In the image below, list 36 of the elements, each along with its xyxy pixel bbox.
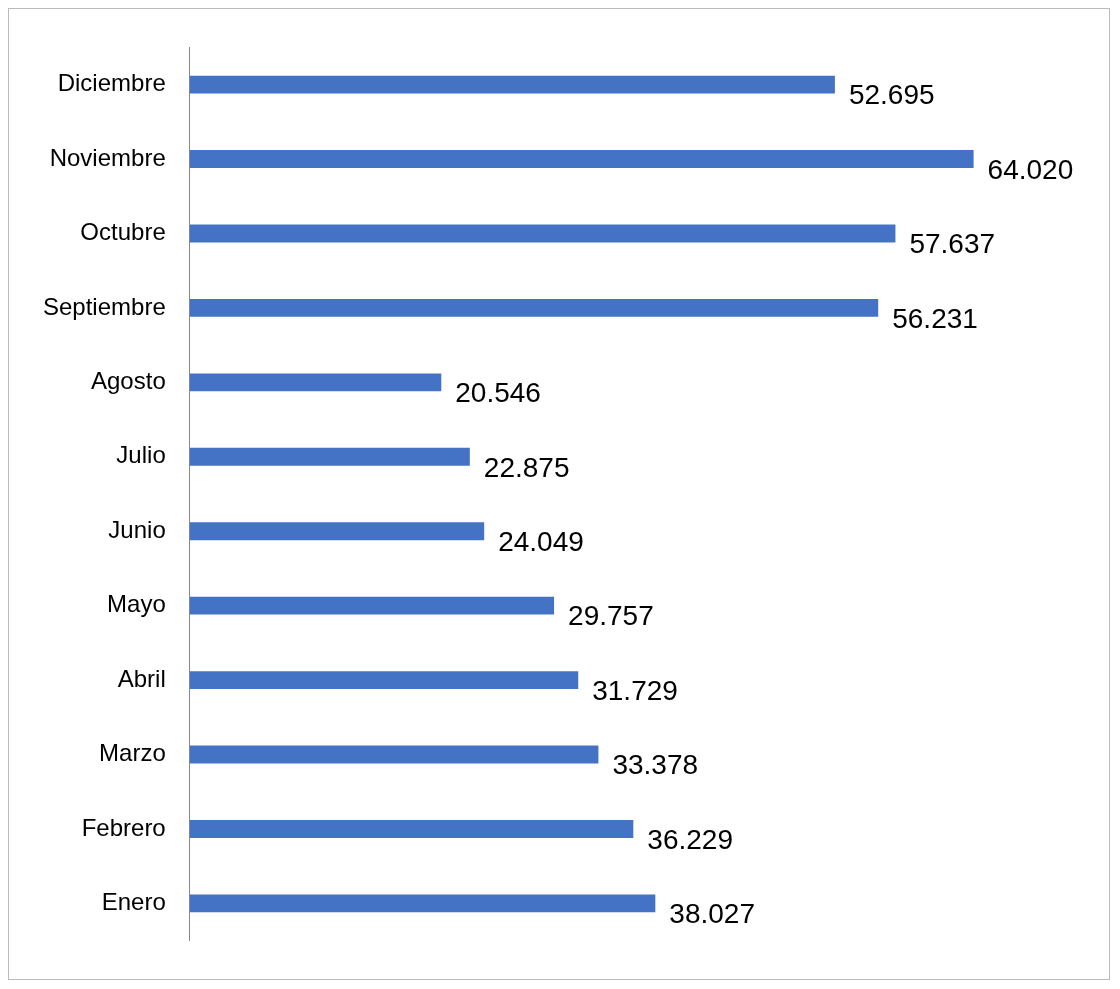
bar	[189, 820, 634, 838]
y-tick-label: Septiembre	[43, 292, 166, 320]
data-label: 22.875	[483, 451, 570, 483]
bar	[189, 596, 555, 615]
y-tick-label: Enero	[101, 888, 166, 916]
bar	[189, 150, 974, 168]
y-tick-label: Noviembre	[49, 143, 166, 171]
data-label: 29.757	[568, 600, 654, 632]
data-label: 31.729	[592, 674, 678, 706]
y-tick-label: Marzo	[99, 739, 166, 767]
data-label: 33.378	[612, 749, 699, 781]
y-tick-label: Abril	[117, 664, 166, 692]
data-label: 64.020	[987, 153, 1074, 185]
data-label: 38.027	[669, 898, 755, 930]
data-label: 56.231	[892, 302, 978, 334]
bar	[189, 745, 599, 764]
y-tick-label: Febrero	[81, 813, 166, 841]
data-label: 52.695	[848, 79, 935, 111]
data-label: 24.049	[498, 525, 584, 557]
bar	[189, 373, 442, 392]
y-tick-label: Octubre	[80, 218, 166, 246]
bar	[189, 447, 470, 466]
bar	[189, 522, 485, 541]
bar	[189, 671, 579, 690]
y-tick-label: Agosto	[91, 366, 166, 394]
bar	[189, 75, 835, 94]
data-label: 57.637	[909, 228, 996, 260]
y-tick-label: Mayo	[107, 590, 166, 618]
data-label: 20.546	[455, 377, 541, 409]
y-tick-label: Junio	[108, 515, 166, 543]
data-label: 36.229	[647, 823, 733, 855]
bar	[189, 224, 896, 243]
y-tick-label: Diciembre	[57, 69, 166, 97]
y-tick-label: Julio	[116, 441, 166, 469]
bar	[189, 894, 656, 913]
bar	[189, 298, 879, 317]
